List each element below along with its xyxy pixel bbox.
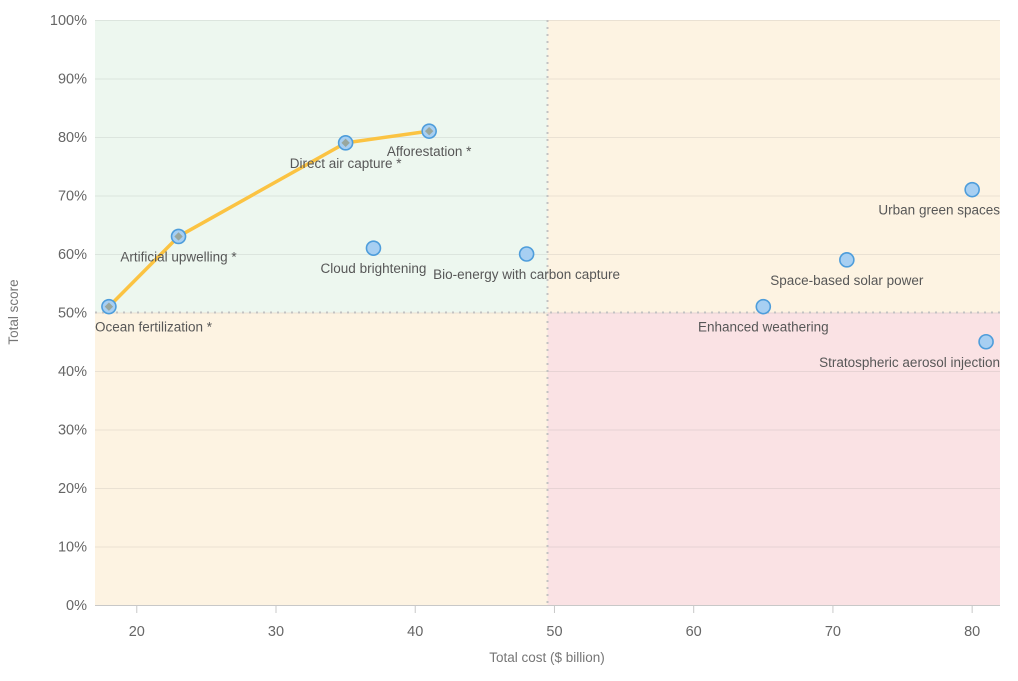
data-point-label: Space-based solar power — [770, 273, 924, 288]
y-tick-label: 60% — [58, 247, 87, 263]
x-tick-label: 60 — [686, 624, 702, 640]
data-point-label: Direct air capture * — [290, 156, 403, 171]
y-tick-label: 10% — [58, 540, 87, 556]
x-tick-label: 20 — [129, 624, 145, 640]
data-labels: Ocean fertilization * Artificial upwellin… — [95, 144, 1000, 370]
x-axis-title: Total cost ($ billion) — [489, 650, 605, 665]
quadrant-backgrounds — [95, 20, 1000, 605]
data-point[interactable] — [755, 298, 772, 315]
quadrant-bottom-right — [547, 312, 1000, 605]
data-point-label: Afforestation * — [387, 144, 472, 159]
quadrant-top-left — [95, 20, 548, 313]
x-axis: 20 30 40 50 60 70 80 — [95, 605, 1000, 640]
y-tick-label: 90% — [58, 72, 87, 88]
x-tick-label: 50 — [546, 624, 562, 640]
data-point[interactable] — [839, 252, 855, 268]
frontier-line — [107, 129, 431, 309]
frontier-marker-icon — [424, 126, 434, 136]
y-tick-label: 70% — [58, 189, 87, 205]
frontier-polyline — [107, 129, 431, 309]
quadrant-top-right — [547, 20, 1000, 313]
data-point-label: Enhanced weathering — [698, 320, 829, 335]
frontier-marker-icon — [174, 232, 183, 241]
data-point[interactable] — [365, 240, 382, 256]
data-point-label: Urban green spaces — [878, 203, 1000, 218]
x-tick-label: 30 — [268, 624, 284, 640]
frontier-marker-icon — [104, 302, 114, 311]
data-point-label: Artificial upwelling * — [120, 249, 237, 264]
y-axis: 0% 10% 20% 30% 40% 50% 60% 70% 80% 90% 100% — [50, 13, 87, 614]
y-axis-title: Total score — [6, 279, 21, 344]
data-points — [101, 123, 994, 350]
data-point-label: Stratospheric aerosol injection — [819, 355, 1000, 370]
quadrant-bottom-left — [95, 312, 548, 605]
frontier-marker-icon — [341, 138, 350, 148]
y-tick-label: 80% — [58, 130, 87, 146]
data-point-label: Bio-energy with carbon capture — [433, 267, 620, 282]
y-tick-label: 100% — [50, 13, 87, 29]
data-point-label: Cloud brightening — [321, 261, 427, 276]
x-tick-label: 70 — [825, 624, 841, 640]
data-point-label: Ocean fertilization * — [95, 320, 213, 335]
data-point[interactable] — [518, 246, 535, 262]
data-point[interactable] — [978, 333, 994, 350]
data-point[interactable] — [964, 181, 980, 198]
x-tick-label: 80 — [964, 624, 980, 640]
y-tick-label: 30% — [58, 423, 87, 439]
y-tick-label: 50% — [58, 306, 87, 322]
x-tick-label: 40 — [407, 624, 423, 640]
y-tick-label: 40% — [58, 364, 87, 380]
y-tick-label: 20% — [58, 481, 87, 497]
y-tick-label: 0% — [66, 598, 87, 614]
